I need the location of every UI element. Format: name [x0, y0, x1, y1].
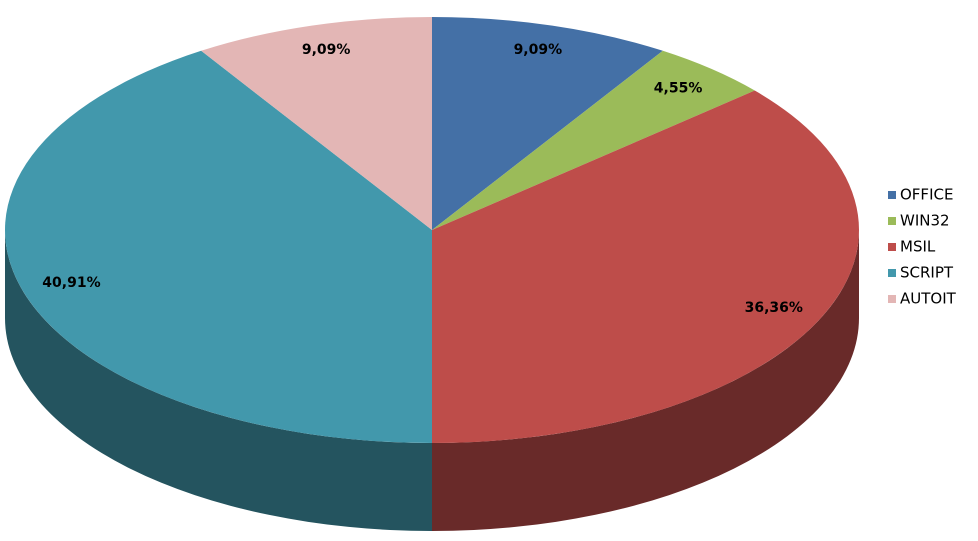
pie-side	[5, 230, 432, 531]
data-label: 9,09%	[302, 42, 351, 58]
legend-swatch	[888, 295, 896, 303]
legend-label: MSIL	[900, 238, 936, 256]
legend-label: AUTOIT	[900, 290, 957, 308]
legend-label: WIN32	[900, 212, 950, 230]
pie-slice	[4, 50, 433, 443]
pie-slice	[201, 17, 432, 230]
legend-label: SCRIPT	[900, 264, 954, 282]
pie-slice	[432, 50, 755, 230]
legend-swatch	[888, 269, 896, 277]
legend-swatch	[888, 191, 896, 199]
legend-label: OFFICE	[900, 186, 953, 204]
pie-side	[432, 230, 859, 531]
data-label: 4,55%	[654, 80, 703, 96]
legend-swatch	[888, 243, 896, 251]
legend-swatch	[888, 217, 896, 225]
data-label: 36,36%	[745, 300, 803, 316]
pie-slice	[432, 17, 663, 230]
data-label: 40,91%	[42, 275, 100, 291]
pie-slice	[432, 90, 860, 443]
data-label: 9,09%	[514, 42, 563, 58]
